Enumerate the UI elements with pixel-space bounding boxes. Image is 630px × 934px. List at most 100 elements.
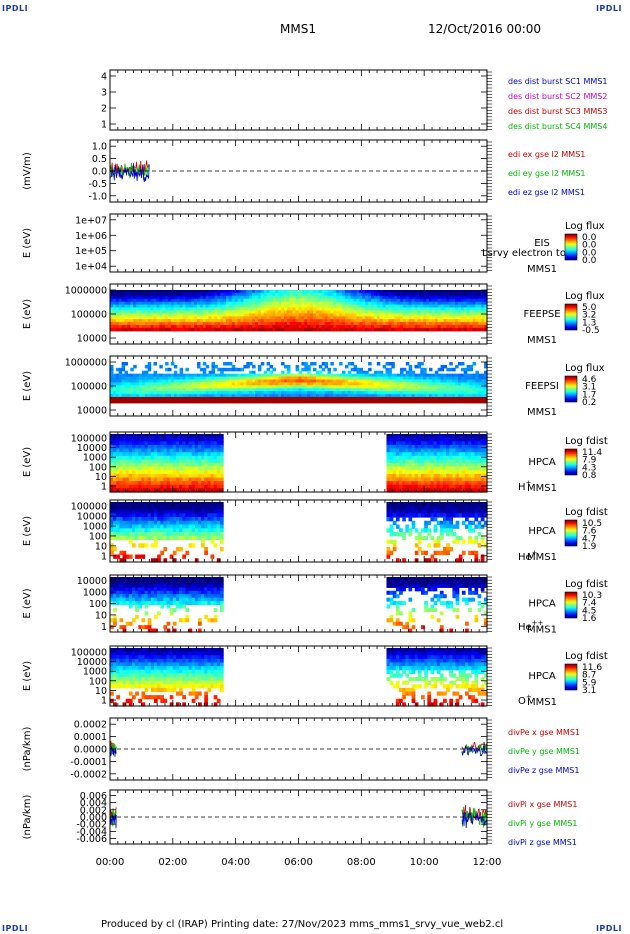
series-label: divPi z gse MMS1 (508, 838, 577, 847)
colorbar-tick: 0.0 (582, 248, 597, 258)
y-tick-label: 10000 (77, 334, 107, 345)
x-tick-label: 10:00 (410, 857, 439, 868)
series-label: des dist burst SC2 MMS2 (508, 92, 607, 101)
colorbar (564, 448, 578, 476)
y-axis-label: E (eV) (22, 447, 33, 477)
y-tick-label: 4 (101, 72, 107, 83)
colorbar (564, 519, 578, 547)
panel-feeps_i: 1000000 100000 10000 E (eV) FEEPSI MMS1 Log fl… (22, 355, 605, 418)
colorbar-tick: 10.5 (582, 519, 602, 529)
colorbar-tick: 7.9 (582, 456, 597, 466)
colorbar-tick: 1.6 (582, 614, 597, 624)
y-tick-label: 100 (89, 462, 107, 473)
colorbar-tick: 1.3 (582, 318, 596, 328)
y-tick-label: -0.006 (76, 834, 107, 845)
y-tick-label: 1.0 (92, 142, 107, 153)
y-tick-label: 100 (89, 676, 107, 687)
series-label: des dist burst SC4 MMS4 (508, 122, 607, 131)
series-label: divPi x gse MMS1 (508, 800, 577, 809)
series-label: MMS1 (527, 624, 557, 635)
y-tick-label: 1 (101, 482, 107, 493)
y-tick-label: 10000 (77, 406, 107, 417)
series-label: edi ey gse l2 MMS1 (508, 169, 586, 178)
corner-mark-top-right: IPDLI (595, 4, 622, 13)
y-tick-label: 1 (101, 622, 107, 633)
colorbar-tick: 5.9 (582, 678, 597, 688)
colorbar-tick: 10.3 (582, 591, 602, 601)
colorbar (564, 233, 578, 261)
page-title: MMS1 (280, 22, 316, 36)
colorbar-title: Log fdist (565, 507, 608, 518)
y-tick-label: -0.0001 (70, 757, 107, 768)
colorbar-tick: 0.0 (582, 233, 597, 243)
y-axis-label: E (eV) (22, 661, 33, 691)
colorbar-title: Log fdist (565, 436, 608, 447)
y-tick-label: 100000 (71, 648, 107, 659)
panel-frame (109, 213, 488, 273)
y-tick-label: -1.0 (88, 191, 107, 202)
y-tick-label: 0.5 (92, 154, 107, 165)
panel-eis: 1e+07 1e+06 1e+05 1e+04 E (eV) EIS MMS1 Lsrvy e… (22, 213, 605, 275)
colorbar-tick: 4.3 (582, 463, 596, 473)
y-tick-label: 100000 (71, 434, 107, 445)
series-label: MMS1 (527, 335, 557, 346)
x-tick-label: 06:00 (284, 857, 313, 868)
y-tick-label: -0.0002 (70, 769, 107, 780)
colorbar-tick: 3.1 (582, 686, 596, 696)
y-axis-label: E (eV) (22, 516, 33, 546)
y-tick-label: 3 (101, 88, 107, 99)
y-tick-label: 0.0000 (74, 745, 107, 756)
series-label: HPCA (528, 598, 556, 609)
colorbar-tick: 5.0 (582, 303, 597, 313)
colorbar-title: Log flux (565, 291, 605, 302)
corner-mark-bottom-right: IPDLI (595, 924, 622, 933)
colorbar-tick: 3.2 (582, 311, 596, 321)
y-tick-label: 1000 (83, 522, 107, 533)
series-label: MMS1 (527, 407, 557, 418)
y-tick-label: -0.002 (76, 820, 107, 831)
colorbar (564, 375, 578, 403)
y-tick-label: 100000 (71, 310, 107, 321)
y-tick-label: 0.0002 (74, 720, 107, 731)
colorbar-tick: 0.8 (582, 471, 597, 481)
corner-mark-bottom-left: IPDLI (2, 924, 29, 933)
series-label: HPCA (528, 457, 556, 468)
colorbar-title: Log flux (565, 363, 605, 374)
y-tick-label: -0.004 (76, 827, 107, 838)
panel-feeps_e: 1000000 100000 10000 E (eV) FEEPSE MMS1 Log fl… (22, 283, 605, 346)
x-tick-label: 04:00 (221, 857, 250, 868)
colorbar-tick: 7.4 (582, 599, 597, 609)
y-tick-label: 10000 (77, 512, 107, 523)
y-tick-label: 0.0001 (74, 732, 107, 743)
y-tick-label: 10 (95, 686, 107, 697)
y-tick-label: 0.004 (80, 798, 107, 809)
series-label: MMS1 (527, 483, 557, 494)
colorbar-tick: 0.0 (582, 241, 597, 251)
colorbar-tick: 0.2 (582, 398, 596, 408)
y-tick-label: 0.0 (92, 167, 107, 178)
y-tick-label: 1e+04 (75, 262, 107, 273)
series-label: divPe y gse MMS1 (508, 747, 580, 756)
y-tick-label: 2 (101, 104, 107, 115)
y-axis-label: E (eV) (22, 299, 33, 329)
colorbar-tick: 1.9 (582, 542, 597, 552)
colorbar-tick: 3.1 (582, 383, 596, 393)
series-label: edi ez gse l2 MMS1 (508, 188, 585, 197)
colorbar-title: Log fdist (565, 579, 608, 590)
y-tick-label: 10 (95, 472, 107, 483)
y-axis-label: E (eV) (22, 228, 33, 258)
panel-edi: 1.00.5 0.0-0.5-1.0 (mV/m) edi ex gse l2 MMS… (22, 139, 586, 203)
y-tick-label: 10000 (77, 576, 107, 587)
y-tick-label: 10 (95, 610, 107, 621)
y-tick-label: 1000000 (65, 358, 107, 369)
colorbar-tick: 4.5 (582, 606, 596, 616)
colorbar-tick: 7.6 (582, 527, 597, 537)
colorbar-tick: 4.6 (582, 375, 597, 385)
x-tick-label: 08:00 (347, 857, 376, 868)
series-label: MMS1 (527, 264, 557, 275)
y-tick-label: 0.000 (80, 813, 107, 824)
